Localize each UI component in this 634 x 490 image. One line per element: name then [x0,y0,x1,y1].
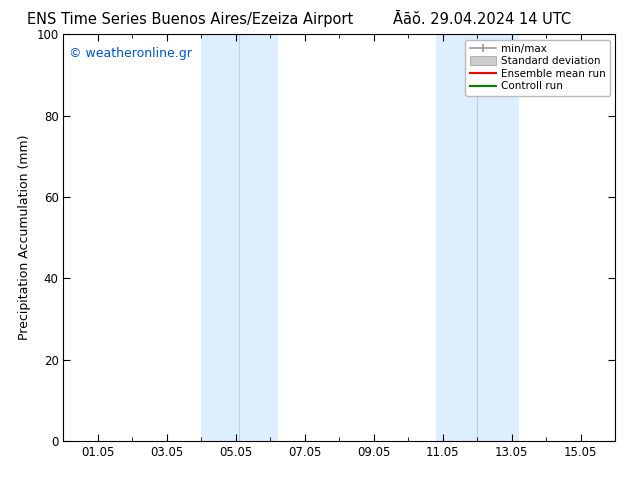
Text: Āāŏ. 29.04.2024 14 UTC: Āāŏ. 29.04.2024 14 UTC [393,12,571,27]
Text: © weatheronline.gr: © weatheronline.gr [69,47,192,59]
Bar [436,34,519,441]
Y-axis label: Precipitation Accumulation (mm): Precipitation Accumulation (mm) [18,135,30,341]
Text: ENS Time Series Buenos Aires/Ezeiza Airport: ENS Time Series Buenos Aires/Ezeiza Airp… [27,12,353,27]
Bar [202,34,277,441]
Legend: min/max, Standard deviation, Ensemble mean run, Controll run: min/max, Standard deviation, Ensemble me… [465,40,610,96]
